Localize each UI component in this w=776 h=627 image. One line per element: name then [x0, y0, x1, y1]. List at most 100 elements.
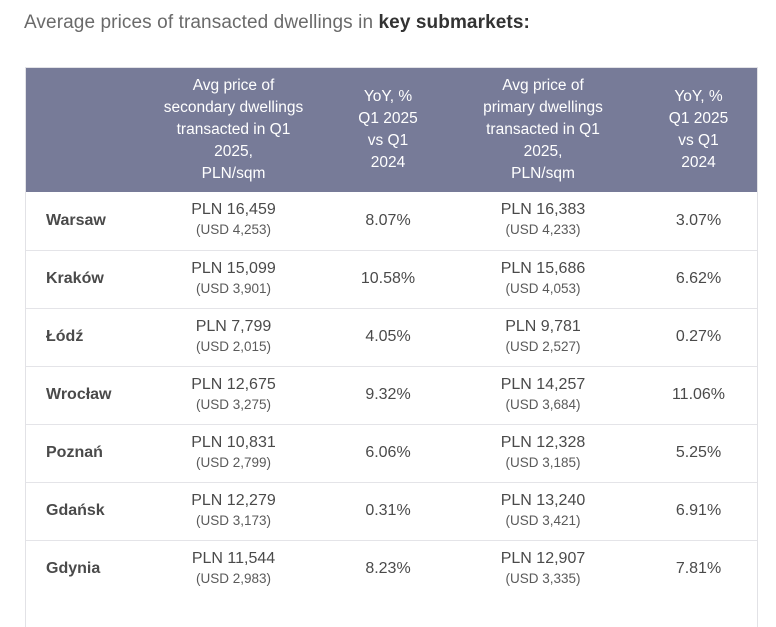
header-line: 2025, [523, 143, 563, 160]
secondary-price-pln: PLN 10,831 [191, 433, 276, 451]
secondary-price-cell: PLN 11,544 (USD 2,983) [139, 540, 328, 598]
secondary-price-usd: (USD 2,983) [195, 570, 272, 586]
secondary-price-pln: PLN 7,799 [195, 317, 272, 335]
city-name: Gdynia [46, 560, 101, 578]
primary-price-usd: (USD 4,233) [505, 222, 581, 238]
primary-price-usd: (USD 2,527) [505, 338, 581, 354]
secondary-yoy: 9.32% [365, 386, 411, 403]
secondary-price-pln: PLN 16,459 [191, 201, 276, 219]
secondary-yoy: 8.07% [365, 211, 411, 229]
secondary-price-cell: PLN 12,279 (USD 3,173) [139, 482, 328, 540]
table-header-row: Avg price of secondary dwellings transacte… [26, 68, 757, 192]
primary-yoy: 0.27% [675, 328, 722, 345]
header-line: 2024 [681, 154, 716, 171]
prices-table-container: Avg price of secondary dwellings transacte… [25, 67, 758, 627]
secondary-price-cell: PLN 7,799 (USD 2,015) [139, 308, 328, 366]
header-secondary-price: Avg price of secondary dwellings transacte… [139, 68, 328, 192]
secondary-yoy: 6.06% [365, 444, 411, 461]
header-city [26, 68, 139, 192]
table-row: Warsaw PLN 16,459 (USD 4,253) 8.07% PLN 16,3… [26, 192, 757, 250]
table-row: Łódź PLN 7,799 (USD 2,015) 4.05% PLN 9,781 (U… [26, 308, 757, 366]
secondary-price-usd: (USD 2,015) [195, 338, 272, 354]
secondary-price-cell: PLN 16,459 (USD 4,253) [139, 192, 328, 250]
header-primary-yoy: YoY, % Q1 2025 vs Q1 2024 [638, 68, 757, 192]
header-line: PLN/sqm [511, 165, 575, 182]
primary-yoy: 6.62% [675, 270, 722, 287]
city-name: Warsaw [46, 211, 106, 229]
table-row: Gdynia PLN 11,544 (USD 2,983) 8.23% PLN 12,9… [26, 540, 757, 598]
primary-price-cell: PLN 16,383 (USD 4,233) [448, 192, 638, 250]
header-line: 2025, [214, 143, 253, 160]
city-name: Kraków [46, 270, 104, 287]
secondary-price-usd: (USD 4,253) [195, 222, 272, 238]
header-line: 2024 [370, 154, 406, 171]
primary-price-cell: PLN 12,328 (USD 3,185) [448, 424, 638, 482]
secondary-price-pln: PLN 12,675 [191, 375, 276, 393]
secondary-price-cell: PLN 15,099 (USD 3,901) [139, 250, 328, 308]
secondary-price-usd: (USD 3,275) [195, 396, 272, 412]
secondary-yoy: 10.58% [360, 270, 416, 287]
secondary-yoy: 8.23% [365, 560, 411, 578]
primary-price-pln: PLN 15,686 [500, 259, 586, 277]
secondary-price-cell: PLN 10,831 (USD 2,799) [139, 424, 328, 482]
primary-price-pln: PLN 9,781 [505, 317, 581, 335]
header-line: Avg price of [502, 77, 584, 94]
secondary-price-usd: (USD 2,799) [195, 454, 272, 470]
primary-price-pln: PLN 12,328 [500, 433, 586, 451]
primary-yoy: 3.07% [675, 211, 722, 229]
header-line: vs Q1 [367, 132, 409, 149]
city-name: Wrocław [46, 386, 112, 403]
primary-price-usd: (USD 3,335) [505, 570, 581, 586]
prices-table: Avg price of secondary dwellings transacte… [26, 68, 757, 598]
primary-yoy: 6.91% [675, 502, 722, 519]
secondary-price-usd: (USD 3,901) [195, 280, 272, 296]
primary-price-usd: (USD 4,053) [505, 280, 581, 296]
primary-price-cell: PLN 15,686 (USD 4,053) [448, 250, 638, 308]
primary-yoy: 5.25% [675, 444, 722, 461]
table-body: Warsaw PLN 16,459 (USD 4,253) 8.07% PLN 16,3… [26, 192, 757, 598]
primary-price-cell: PLN 9,781 (USD 2,527) [448, 308, 638, 366]
secondary-yoy: 4.05% [365, 328, 411, 345]
header-line: PLN/sqm [201, 165, 266, 182]
header-line: primary dwellings [483, 99, 603, 116]
title-prefix: Average prices of transacted dwellings i… [24, 12, 379, 33]
primary-price-cell: PLN 13,240 (USD 3,421) [448, 482, 638, 540]
header-line: Avg price of [192, 77, 275, 94]
header-line: Q1 2025 [358, 110, 418, 127]
title-emphasis: key submarkets: [378, 12, 530, 33]
secondary-price-cell: PLN 12,675 (USD 3,275) [139, 366, 328, 424]
header-line: vs Q1 [678, 132, 719, 149]
table-row: Kraków PLN 15,099 (USD 3,901) 10.58% PLN 15,… [26, 250, 757, 308]
primary-price-usd: (USD 3,421) [505, 512, 581, 528]
city-name: Poznań [46, 444, 103, 461]
header-line: transacted in Q1 [486, 121, 600, 138]
table-row: Poznań PLN 10,831 (USD 2,799) 6.06% PLN 12,3… [26, 424, 757, 482]
secondary-price-pln: PLN 15,099 [191, 259, 276, 277]
secondary-yoy: 0.31% [365, 502, 411, 519]
header-line: YoY, % [674, 88, 723, 105]
primary-yoy: 11.06% [671, 386, 726, 403]
primary-price-pln: PLN 12,907 [500, 549, 586, 567]
page-title: Average prices of transacted dwellings i… [24, 12, 530, 34]
secondary-price-pln: PLN 12,279 [191, 491, 276, 509]
header-line: Q1 2025 [668, 110, 729, 127]
table-row: Wrocław PLN 12,675 (USD 3,275) 9.32% PLN 14,… [26, 366, 757, 424]
primary-price-usd: (USD 3,684) [505, 396, 581, 412]
primary-price-pln: PLN 13,240 [500, 491, 586, 509]
table-row: Gdańsk PLN 12,279 (USD 3,173) 0.31% PLN 13,2… [26, 482, 757, 540]
primary-price-cell: PLN 12,907 (USD 3,335) [448, 540, 638, 598]
primary-price-pln: PLN 16,383 [500, 201, 586, 219]
secondary-price-pln: PLN 11,544 [191, 549, 276, 567]
header-line: secondary dwellings [163, 99, 304, 116]
header-secondary-yoy: YoY, % Q1 2025 vs Q1 2024 [328, 68, 448, 192]
city-name: Gdańsk [46, 502, 105, 519]
header-line: YoY, % [363, 88, 413, 105]
city-name: Łódź [46, 328, 84, 345]
header-primary-price: Avg price of primary dwellings transacted … [448, 68, 638, 192]
primary-price-cell: PLN 14,257 (USD 3,684) [448, 366, 638, 424]
header-line: transacted in Q1 [176, 121, 291, 138]
primary-price-pln: PLN 14,257 [500, 375, 586, 393]
secondary-price-usd: (USD 3,173) [195, 512, 272, 528]
primary-yoy: 7.81% [675, 560, 722, 578]
primary-price-usd: (USD 3,185) [505, 454, 581, 470]
